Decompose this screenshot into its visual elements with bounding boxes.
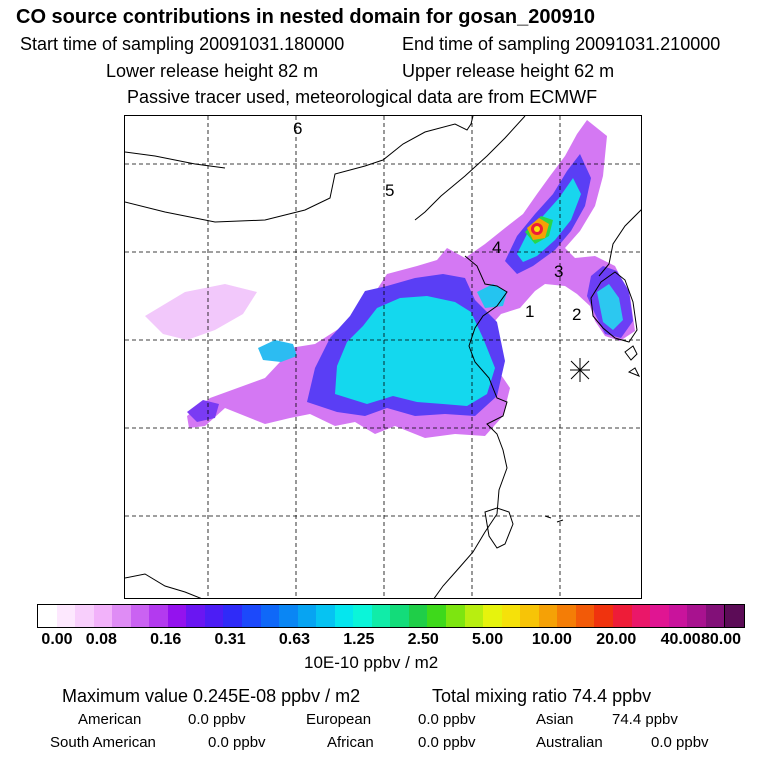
plume-cyan-main (335, 296, 495, 406)
map-panel: 6 5 4 3 1 2 (124, 115, 642, 599)
colorbar-tick-label: 20.00 (596, 631, 637, 648)
colorbar-segment (650, 605, 669, 627)
colorbar-segment (631, 605, 651, 627)
tracer-note: Passive tracer used, meteorological data… (127, 87, 598, 107)
colorbar-segment (483, 605, 502, 627)
colorbar-segment (149, 605, 168, 627)
colorbar-segment (167, 605, 187, 627)
colorbar-segment (75, 605, 94, 627)
receptor-star-icon (570, 358, 590, 382)
taiwan-island (484, 507, 514, 549)
maximum-value: Maximum value 0.245E-08 ppbv / m2 (62, 686, 361, 706)
plume-blob-west (258, 340, 297, 362)
source-name: African (327, 734, 374, 751)
colorbar-segment (56, 605, 76, 627)
colorbar-tick-label: 5.00 (471, 631, 504, 648)
colorbar-segment (279, 605, 298, 627)
source-value: 0.0 ppbv (188, 711, 246, 728)
colorbar-segment (297, 605, 317, 627)
source-value: 74.4 ppbv (612, 711, 678, 728)
start-time-label: Start time of sampling 20091031.180000 (20, 34, 345, 54)
colorbar-segment (668, 605, 688, 627)
colorbar-tick-label: 0.31 (214, 631, 246, 648)
upper-release-label: Upper release height 62 m (402, 61, 615, 81)
total-mixing-ratio: Total mixing ratio 74.4 ppbv (432, 686, 652, 706)
region-label-2: 2 (572, 305, 582, 324)
region-label-4: 4 (492, 238, 502, 257)
concentration-field (145, 120, 635, 438)
source-value: 0.0 ppbv (418, 711, 476, 728)
colorbar-segment (612, 605, 632, 627)
map-canvas (125, 116, 641, 598)
region-label-1: 1 (525, 302, 535, 321)
colorbar-segment (260, 605, 280, 627)
colorbar-segment (520, 605, 539, 627)
plot-title: CO source contributions in nested domain… (16, 6, 596, 28)
colorbar-segment (93, 605, 113, 627)
colorbar-segment (687, 605, 706, 627)
plume-korea-cyan (597, 284, 623, 330)
colorbar-segment (334, 605, 354, 627)
source-name: Asian (536, 711, 574, 728)
colorbar-tick-label: 10.00 (531, 631, 572, 648)
coastlines (125, 116, 641, 598)
source-name: American (78, 711, 142, 728)
plume-hotspot-peak (534, 226, 540, 232)
colorbar-segment (204, 605, 224, 627)
colorbar-segment (353, 605, 372, 627)
colorbar-segment (316, 605, 335, 627)
source-name: Australian (536, 734, 603, 751)
colorbar-tick-label: 0.16 (150, 631, 182, 648)
colorbar-segment (242, 605, 261, 627)
region-label-3: 3 (554, 262, 564, 281)
colorbar-segment (464, 605, 484, 627)
colorbar-segment (38, 605, 57, 627)
colorbar-segment (371, 605, 391, 627)
colorbar-tick-label: 2.50 (407, 631, 439, 648)
source-value: 0.0 ppbv (208, 734, 266, 751)
source-value: 0.0 ppbv (418, 734, 476, 751)
colorbar (37, 604, 745, 628)
end-time-label: End time of sampling 20091031.210000 (402, 34, 721, 54)
colorbar-segment (594, 605, 613, 627)
source-name: South American (50, 734, 156, 751)
colorbar-segment (408, 605, 428, 627)
colorbar-segment (223, 605, 243, 627)
colorbar-unit: 10E-10 ppbv / m2 (304, 653, 439, 672)
lower-release-label: Lower release height 82 m (106, 61, 319, 81)
region-label-5: 5 (385, 181, 395, 200)
colorbar-segment (538, 605, 558, 627)
colorbar-segment (186, 605, 205, 627)
colorbar-segment (112, 605, 131, 627)
plume-outer (187, 120, 635, 438)
colorbar-tick-label: 80.00 (700, 631, 742, 648)
colorbar-segment (575, 605, 595, 627)
colorbar-tick-label: 0.00 (41, 631, 73, 648)
graticule (125, 116, 641, 598)
colorbar-tick-label: 1.25 (343, 631, 375, 648)
region-label-6: 6 (293, 119, 303, 138)
colorbar-tick-label: 40.00 (660, 631, 701, 648)
colorbar-segment (446, 605, 465, 627)
colorbar-tick-label: 0.63 (278, 631, 311, 648)
colorbar-segment (130, 605, 150, 627)
plume-pale-west (145, 284, 257, 340)
source-value: 0.0 ppbv (651, 734, 709, 751)
colorbar-tick-label: 0.08 (85, 631, 117, 648)
colorbar-segment (705, 605, 725, 627)
colorbar-segment (557, 605, 576, 627)
colorbar-segment (501, 605, 521, 627)
colorbar-segment (427, 605, 447, 627)
colorbar-segment (390, 605, 409, 627)
plume-blob-sw (187, 400, 219, 422)
source-name: European (306, 711, 372, 728)
colorbar-segment (724, 605, 744, 627)
